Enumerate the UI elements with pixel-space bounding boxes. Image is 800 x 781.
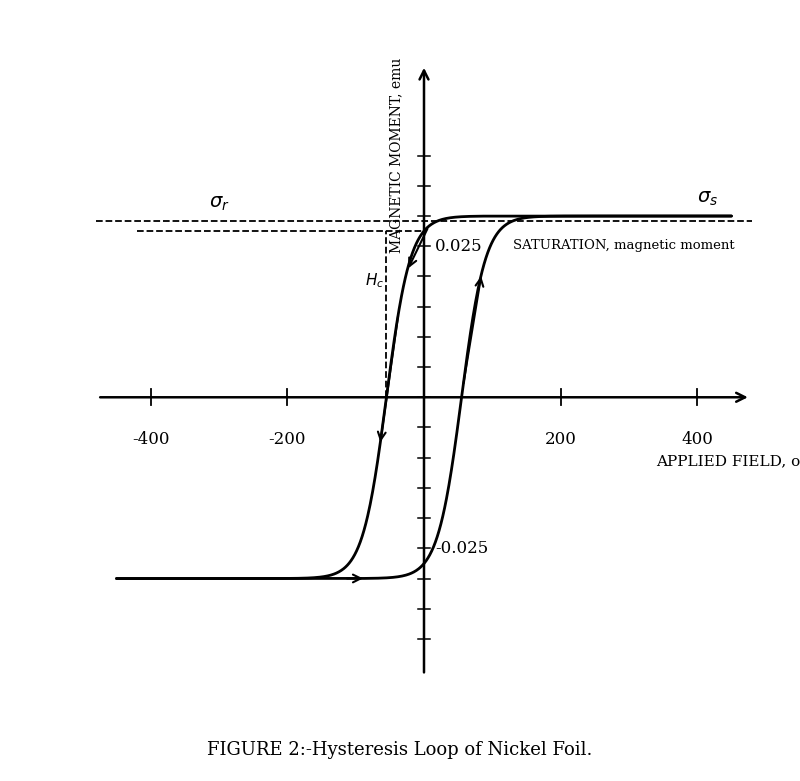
Text: SATURATION, magnetic moment: SATURATION, magnetic moment [513, 239, 734, 251]
Text: MAGNETIC MOMENT, emu: MAGNETIC MOMENT, emu [390, 58, 403, 253]
Text: -400: -400 [132, 430, 170, 448]
Text: $H_c$: $H_c$ [365, 272, 384, 291]
Text: FIGURE 2:-Hysteresis Loop of Nickel Foil.: FIGURE 2:-Hysteresis Loop of Nickel Foil… [207, 741, 593, 759]
Text: -200: -200 [269, 430, 306, 448]
Text: $\sigma_s$: $\sigma_s$ [698, 191, 718, 209]
Text: 400: 400 [682, 430, 714, 448]
Text: APPLIED FIELD, oe: APPLIED FIELD, oe [656, 455, 800, 469]
Text: $\sigma_r$: $\sigma_r$ [209, 194, 230, 213]
Text: -0.025: -0.025 [435, 540, 488, 557]
Text: 200: 200 [545, 430, 577, 448]
Text: 0.025: 0.025 [435, 237, 482, 255]
